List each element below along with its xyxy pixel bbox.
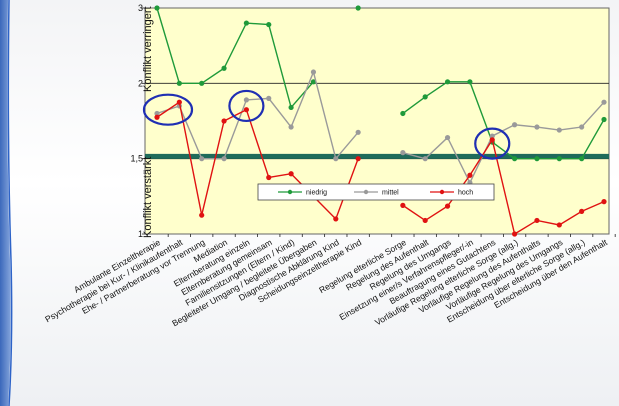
data-point-niedrig bbox=[176, 80, 182, 86]
data-point-mittel bbox=[511, 122, 518, 128]
data-point-hoch bbox=[534, 217, 540, 224]
data-point-niedrig bbox=[556, 156, 562, 162]
data-point-hoch bbox=[333, 216, 339, 222]
data-point-niedrig bbox=[266, 21, 272, 28]
series-line-niedrig bbox=[402, 81, 605, 160]
legend-marker bbox=[439, 189, 445, 195]
data-point-hoch bbox=[422, 217, 428, 224]
highlight-circles bbox=[142, 89, 511, 160]
data-point-niedrig bbox=[221, 65, 227, 71]
data-point-niedrig bbox=[400, 110, 406, 117]
highlight-circle bbox=[228, 89, 265, 123]
data-point-mittel bbox=[556, 127, 562, 133]
data-point-niedrig bbox=[199, 80, 205, 86]
data-point-hoch bbox=[288, 171, 294, 177]
data-point-niedrig bbox=[243, 20, 249, 26]
data-point-mittel bbox=[601, 99, 607, 105]
ylabel-top: Konflikt verringert bbox=[142, 6, 154, 92]
data-point-mittel bbox=[444, 134, 451, 141]
data-point-hoch bbox=[579, 208, 585, 214]
data-point-hoch bbox=[489, 137, 495, 143]
highlight-circle bbox=[142, 93, 194, 126]
data-point-niedrig bbox=[355, 5, 361, 11]
legend-marker bbox=[287, 189, 293, 195]
data-point-hoch bbox=[556, 222, 562, 228]
data-point-niedrig bbox=[511, 156, 518, 162]
data-point-niedrig bbox=[288, 104, 294, 111]
y-tick-label: 2 bbox=[138, 78, 143, 88]
legend-label: hoch bbox=[458, 190, 473, 197]
y-tick-label: 1,5 bbox=[130, 154, 143, 164]
data-point-mittel bbox=[199, 156, 205, 162]
data-point-mittel bbox=[243, 97, 249, 103]
data-point-hoch bbox=[355, 156, 361, 162]
y-tick-label: 1 bbox=[138, 229, 143, 239]
data-point-mittel bbox=[400, 150, 406, 156]
data-point-hoch bbox=[266, 174, 272, 181]
data-point-mittel bbox=[221, 156, 227, 162]
series-line-mittel bbox=[402, 101, 605, 185]
series-line-mittel bbox=[156, 69, 359, 161]
data-point-mittel bbox=[266, 95, 272, 101]
series-lines bbox=[154, 5, 607, 237]
data-point-hoch bbox=[221, 118, 227, 124]
data-point-niedrig bbox=[310, 79, 317, 85]
data-point-niedrig bbox=[444, 79, 451, 85]
highlight-circle bbox=[474, 127, 511, 160]
slide-edge-decoration bbox=[0, 0, 11, 406]
data-point-niedrig bbox=[154, 5, 160, 11]
data-point-niedrig bbox=[467, 79, 473, 85]
data-point-hoch bbox=[154, 114, 160, 120]
data-point-hoch bbox=[444, 203, 451, 209]
data-point-niedrig bbox=[422, 94, 428, 100]
series-line-hoch bbox=[156, 100, 359, 221]
data-point-mittel bbox=[154, 110, 160, 117]
data-point-niedrig bbox=[601, 116, 607, 123]
y-ticks: 1 1,5 2 3 bbox=[130, 3, 145, 239]
series-line-hoch bbox=[402, 138, 605, 236]
data-point-hoch bbox=[467, 172, 473, 178]
data-point-hoch bbox=[601, 199, 607, 205]
series-line-niedrig bbox=[156, 7, 314, 109]
data-point-mittel bbox=[333, 156, 339, 162]
data-point-hoch bbox=[176, 99, 182, 105]
data-point-mittel bbox=[310, 69, 317, 75]
ylabel-bottom: Konflikt verstärkt bbox=[142, 157, 154, 238]
data-point-hoch bbox=[400, 202, 406, 208]
y-tick-label: 3 bbox=[138, 3, 143, 13]
legend-label: mittel bbox=[382, 190, 399, 197]
legend-marker bbox=[363, 189, 369, 195]
data-point-mittel bbox=[422, 156, 428, 162]
data-point-niedrig bbox=[579, 156, 585, 162]
data-point-hoch bbox=[511, 231, 518, 237]
data-point-mittel bbox=[355, 129, 361, 135]
data-point-mittel bbox=[489, 133, 495, 139]
data-point-hoch bbox=[243, 107, 249, 113]
data-point-niedrig bbox=[534, 156, 540, 162]
legend: niedrig mittel hoch bbox=[257, 183, 495, 201]
data-point-mittel bbox=[534, 124, 540, 130]
data-point-hoch bbox=[199, 212, 205, 218]
legend-label: niedrig bbox=[306, 190, 327, 197]
data-point-mittel bbox=[288, 124, 294, 130]
x-tick-label: Psychotherapie bei Kur- / Klinikaufentha… bbox=[43, 237, 185, 325]
data-point-mittel bbox=[579, 124, 585, 130]
slide-edge-line bbox=[7, 0, 13, 406]
